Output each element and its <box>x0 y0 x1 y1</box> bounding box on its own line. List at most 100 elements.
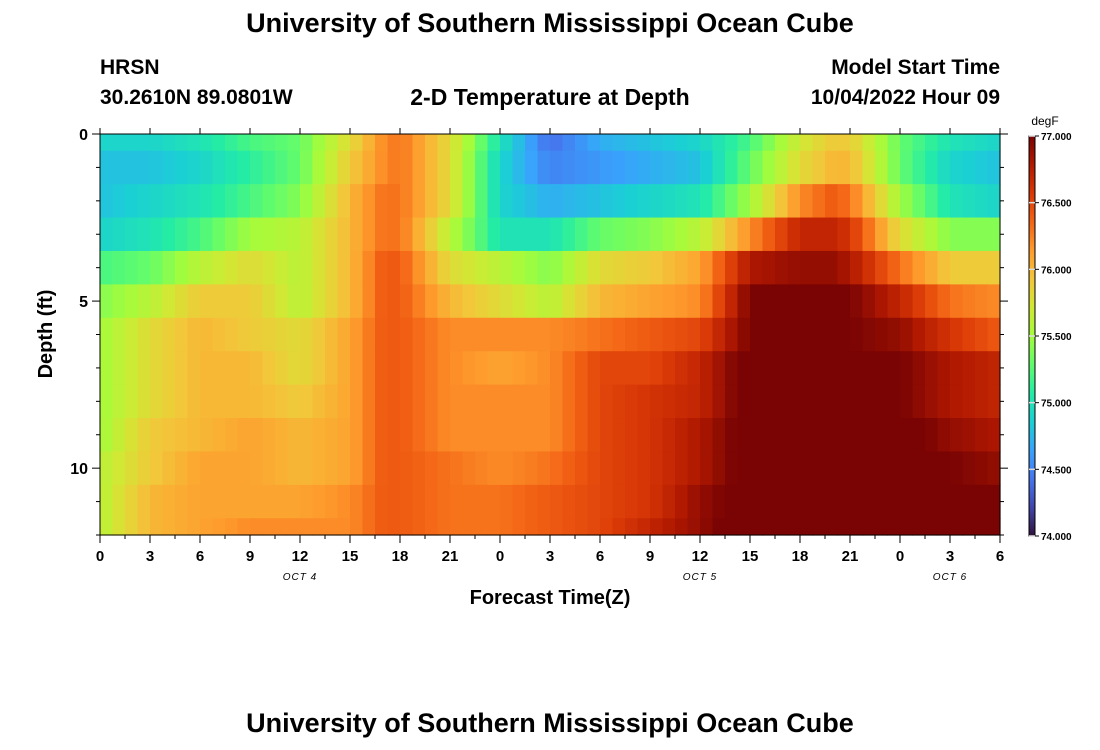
station-coords: 30.2610N 89.0801W <box>100 86 293 109</box>
heatmap-cell <box>462 451 476 486</box>
heatmap-cell <box>175 150 189 185</box>
heatmap-cell <box>637 150 651 185</box>
heatmap-cell <box>500 351 514 386</box>
heatmap-cell <box>662 418 676 453</box>
colorbar-ticks: 77.000 76.500 76.000 75.500 75.000 74.500 74.0… <box>1029 132 1072 543</box>
date-labels: OCT 4 OCT 5 OCT 6 <box>283 572 966 583</box>
heatmap-cell <box>262 134 276 152</box>
heatmap-cell <box>162 250 176 285</box>
heatmap-cell <box>712 384 726 419</box>
heatmap-cell <box>850 351 864 386</box>
heatmap-cell <box>775 134 789 152</box>
heatmap-cell <box>662 351 676 386</box>
heatmap-cell <box>875 184 889 219</box>
heatmap-cell <box>875 418 889 453</box>
heatmap-cell <box>475 484 489 519</box>
heatmap-cell <box>212 284 226 319</box>
heatmap-cell <box>725 134 739 152</box>
heatmap-cell <box>300 217 314 252</box>
heatmap-cell <box>387 284 401 319</box>
heatmap-cell <box>950 150 964 185</box>
heatmap-cell <box>425 284 439 319</box>
heatmap-cell <box>175 317 189 352</box>
heatmap-cell <box>937 418 951 453</box>
heatmap-cell <box>462 518 476 536</box>
heatmap-cell <box>125 518 139 536</box>
heatmap-cell <box>850 150 864 185</box>
heatmap-cell <box>237 184 251 219</box>
heatmap-cell <box>800 418 814 453</box>
heatmap-cell <box>875 317 889 352</box>
heatmap-cell <box>487 384 501 419</box>
heatmap-cell <box>337 217 351 252</box>
heatmap-cell <box>475 250 489 285</box>
heatmap-cell <box>700 134 714 152</box>
heatmap-cell <box>100 134 114 152</box>
heatmap-cell <box>275 150 289 185</box>
heatmap-cell <box>487 451 501 486</box>
heatmap-cell <box>112 250 126 285</box>
heatmap-cell <box>525 484 539 519</box>
heatmap-cell <box>250 418 264 453</box>
heatmap-cell <box>300 384 314 419</box>
heatmap-cell <box>312 184 326 219</box>
page-title: University of Southern Mississippi Ocean… <box>246 8 854 38</box>
heatmap-cell <box>537 484 551 519</box>
heatmap-cell <box>862 317 876 352</box>
heatmap-cell <box>950 418 964 453</box>
heatmap-cell <box>187 150 201 185</box>
heatmap-cell <box>237 484 251 519</box>
heatmap-cell <box>175 418 189 453</box>
heatmap-cell <box>887 284 901 319</box>
heatmap-cell <box>812 418 826 453</box>
heatmap-cell <box>100 351 114 386</box>
heatmap-cell <box>987 134 1001 152</box>
heatmap-cell <box>612 384 626 419</box>
heatmap-cell <box>225 134 239 152</box>
heatmap-cell <box>762 484 776 519</box>
heatmap-cell <box>412 250 426 285</box>
heatmap-cell <box>575 284 589 319</box>
heatmap-cell <box>237 217 251 252</box>
heatmap-cell <box>687 484 701 519</box>
heatmap-cell <box>375 217 389 252</box>
station-name: HRSN <box>100 56 160 79</box>
heatmap-cell <box>425 134 439 152</box>
heatmap-cell <box>437 150 451 185</box>
heatmap-cell <box>312 217 326 252</box>
heatmap-cell <box>325 250 339 285</box>
heatmap-cell <box>837 250 851 285</box>
heatmap-cell <box>250 384 264 419</box>
heatmap-cell <box>850 284 864 319</box>
heatmap-cell <box>812 484 826 519</box>
heatmap-cell <box>975 317 989 352</box>
heatmap-cell <box>975 217 989 252</box>
heatmap-cell <box>600 250 614 285</box>
heatmap-cell <box>387 418 401 453</box>
heatmap-cell <box>912 384 926 419</box>
heatmap-cell <box>275 184 289 219</box>
heatmap-cell <box>812 134 826 152</box>
x-tick-label: 3 <box>146 548 154 565</box>
heatmap-cell <box>237 451 251 486</box>
heatmap-cell <box>287 451 301 486</box>
heatmap-cell <box>600 351 614 386</box>
heatmap-cell <box>675 250 689 285</box>
heatmap-cell <box>362 250 376 285</box>
heatmap-cell <box>500 518 514 536</box>
heatmap-cell <box>687 150 701 185</box>
heatmap-cell <box>550 317 564 352</box>
heatmap-cell <box>450 484 464 519</box>
heatmap-cell <box>975 150 989 185</box>
heatmap-cell <box>612 451 626 486</box>
x-tick-label: 18 <box>792 548 809 565</box>
heatmap-cell <box>562 250 576 285</box>
heatmap-cell <box>900 284 914 319</box>
heatmap-cell <box>375 150 389 185</box>
heatmap-cell <box>787 384 801 419</box>
heatmap-cell <box>525 384 539 419</box>
heatmap-cell <box>575 150 589 185</box>
heatmap-cell <box>762 250 776 285</box>
heatmap-cell <box>675 484 689 519</box>
